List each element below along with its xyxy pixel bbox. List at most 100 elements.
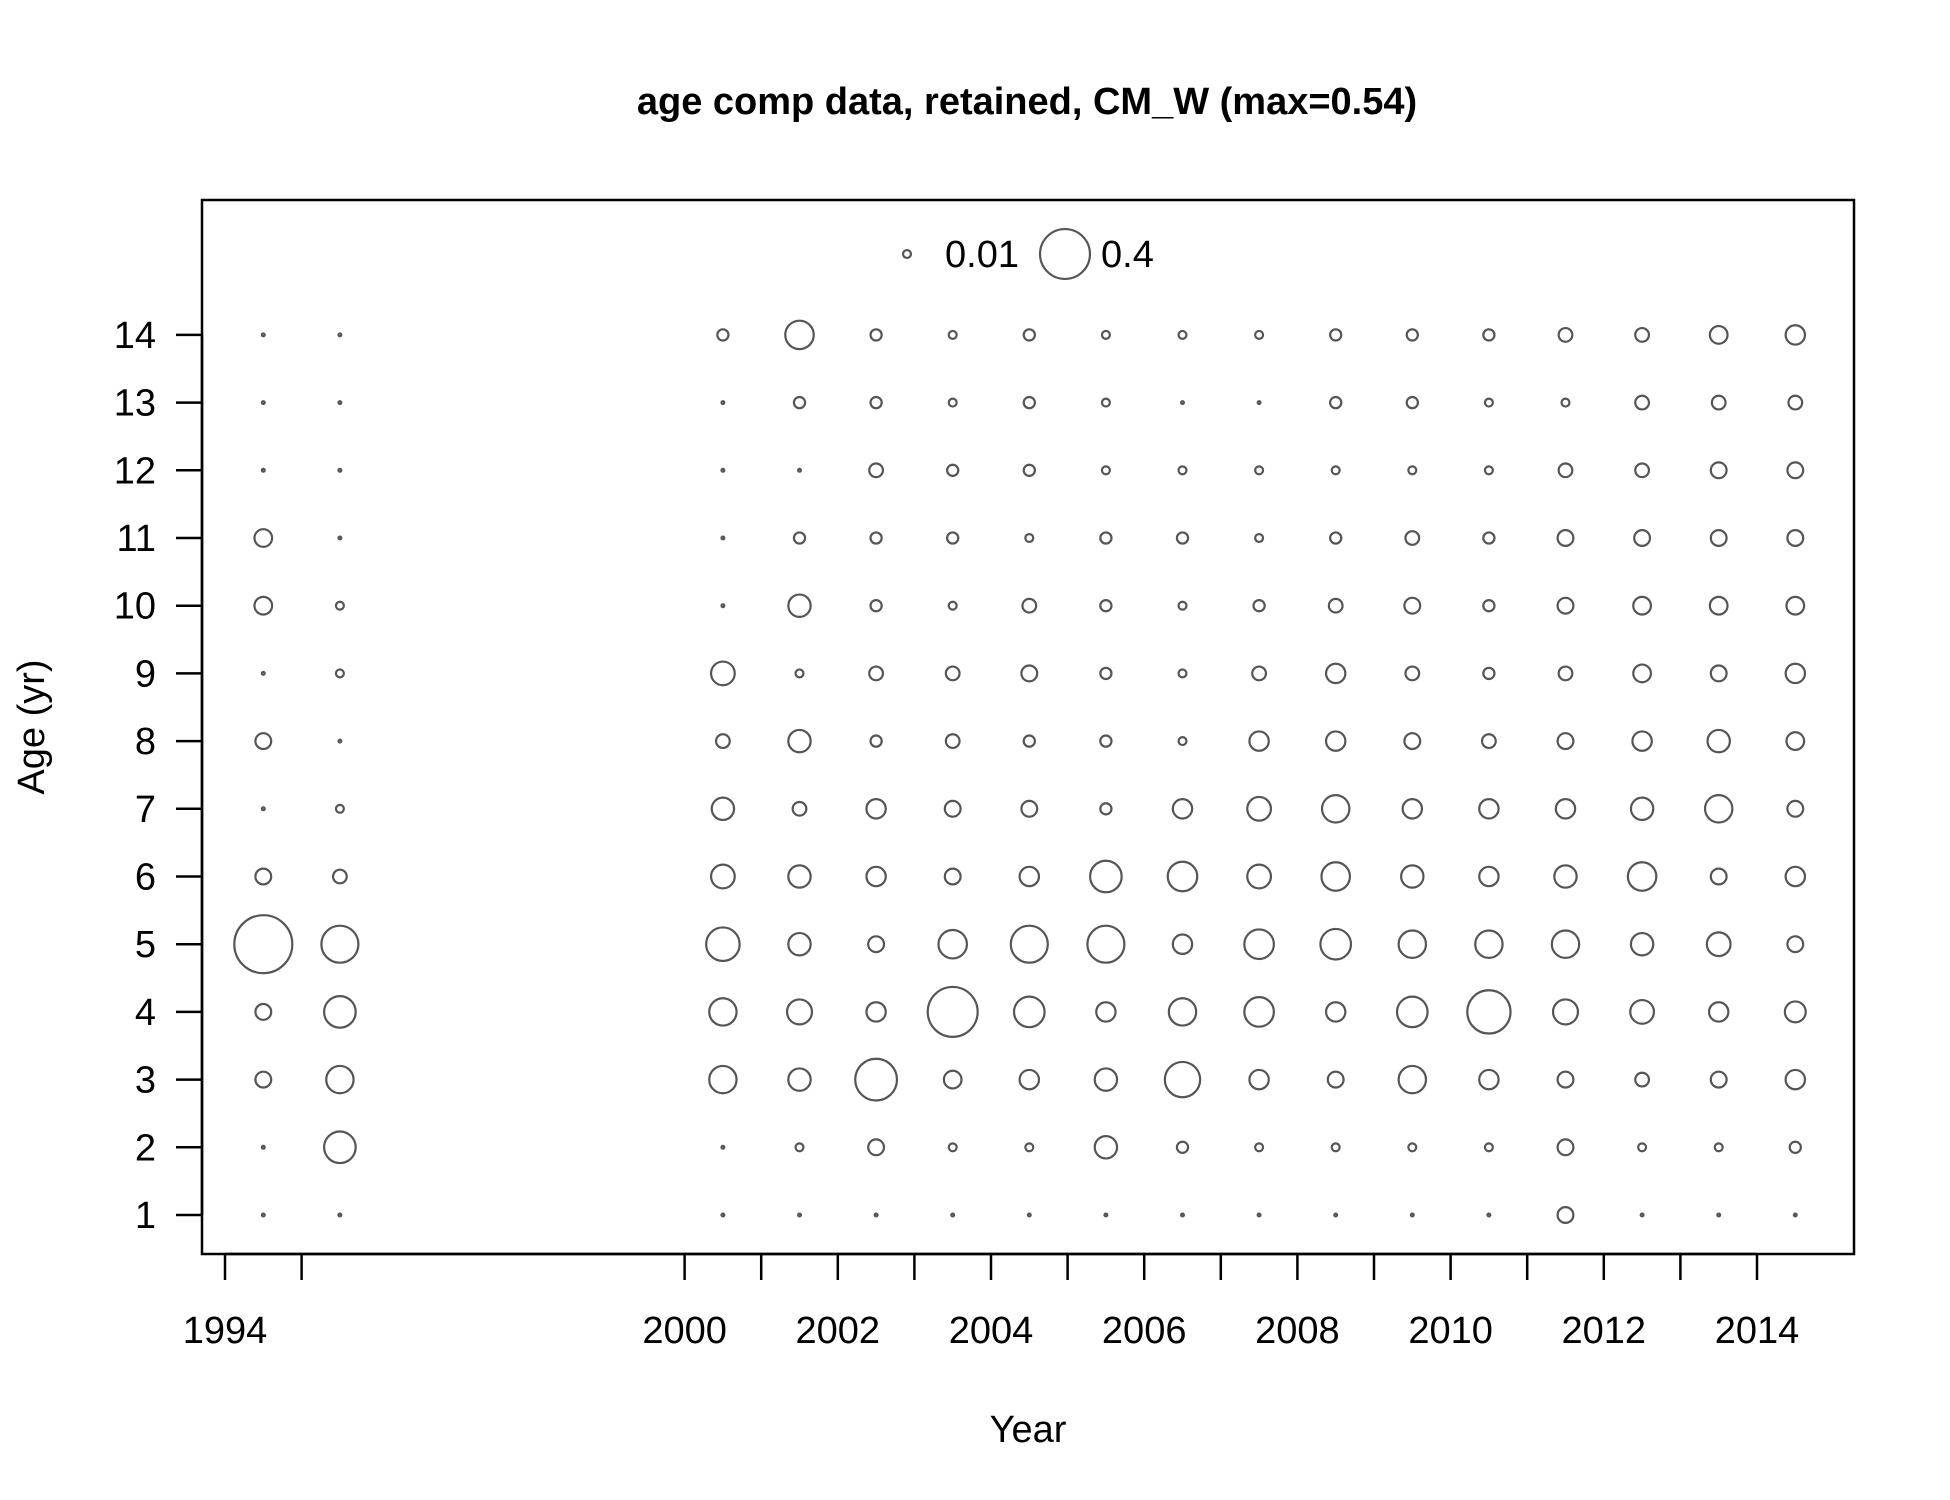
bubble-point: [1786, 461, 1805, 480]
bubble-point: [1404, 665, 1421, 682]
bubble-point: [1482, 599, 1496, 613]
bubble-point: [254, 1002, 273, 1021]
bubble-point: [944, 733, 961, 750]
bubble-point: [869, 599, 883, 613]
bubble-point: [323, 995, 357, 1029]
bubble-point: [1099, 666, 1113, 681]
bubble-point: [1486, 1212, 1492, 1218]
bubble-point: [1024, 1142, 1035, 1153]
bubble-point: [1629, 931, 1655, 957]
bubble-point: [720, 1144, 726, 1150]
bubble-point: [260, 1212, 266, 1218]
bubble-point: [1252, 599, 1266, 613]
bubble-point: [1093, 1135, 1119, 1160]
bubble-point: [944, 665, 961, 682]
bubble-point: [1708, 595, 1729, 616]
bubble-point: [1784, 324, 1807, 346]
bubble-point: [1482, 328, 1496, 342]
bubble-point: [1020, 799, 1039, 818]
bubble-point: [260, 332, 266, 338]
bubble-point: [1557, 665, 1574, 682]
bubble-point: [254, 732, 273, 751]
bubble-point: [1099, 734, 1113, 748]
bubble-point: [1099, 531, 1113, 545]
bubble-point: [1086, 924, 1126, 964]
bubble-point: [1099, 802, 1113, 816]
bubble-point: [792, 531, 807, 545]
bubble-point: [1556, 529, 1575, 547]
bubble-point: [1175, 531, 1190, 545]
bubble-point: [1093, 1067, 1119, 1092]
bubble-point: [1632, 595, 1653, 616]
bubble-point: [1403, 732, 1422, 751]
bubble-point: [1784, 1068, 1807, 1091]
bubble-point: [1629, 796, 1655, 822]
bubble-point: [1709, 867, 1728, 886]
bubble-point: [946, 463, 960, 477]
bubble-point: [1407, 465, 1418, 476]
bubble-point: [233, 914, 294, 975]
bubble-point: [865, 865, 887, 888]
bubble-point: [1330, 465, 1341, 476]
y-tick-label: 8: [135, 721, 156, 763]
bubble-point: [1012, 995, 1046, 1029]
bubble-point: [787, 864, 812, 889]
bubble-point: [1397, 1064, 1428, 1095]
bubble-point: [1022, 463, 1036, 477]
bubble-point: [1483, 465, 1494, 476]
bubble-point: [331, 868, 348, 885]
chart-title: age comp data, retained, CM_W (max=0.54): [637, 81, 1417, 123]
bubble-point: [1405, 328, 1419, 342]
bubble-point: [1633, 529, 1652, 547]
bubble-point: [937, 928, 969, 960]
bubble-point: [709, 660, 736, 687]
legend-label: 0.01: [945, 234, 1019, 276]
bubble-point: [1792, 1212, 1798, 1218]
bubble-point: [260, 467, 266, 473]
bubble-point: [794, 668, 805, 679]
bubble-point: [720, 603, 726, 609]
bubble-point: [1089, 859, 1123, 894]
bubble-point: [253, 595, 274, 616]
bubble-point: [1788, 1140, 1802, 1154]
bubble-point: [1100, 329, 1111, 340]
y-tick-label: 5: [135, 924, 156, 966]
x-tick-label: 2012: [1562, 1310, 1647, 1352]
bubble-point: [1787, 394, 1804, 411]
y-tick-label: 11: [117, 518, 156, 560]
bubble-point: [1556, 1070, 1575, 1089]
bubble-point: [1560, 397, 1571, 408]
bubble-point: [784, 319, 815, 351]
bubble-point: [1177, 668, 1188, 679]
bubble-point: [1709, 1070, 1728, 1089]
bubble-point: [1784, 865, 1807, 888]
bubble-point: [1175, 1140, 1190, 1154]
bubble-point: [337, 332, 343, 338]
bubble-point: [796, 1212, 802, 1218]
bubble-point: [1254, 465, 1265, 476]
bubble-point: [1466, 989, 1512, 1035]
bubble-point: [1018, 865, 1041, 888]
bubble-point: [1179, 1212, 1185, 1218]
bubble-point: [1482, 666, 1496, 681]
bubble-point: [1637, 1142, 1648, 1153]
bubble-point: [710, 796, 736, 822]
bubble-point: [1634, 1071, 1651, 1088]
bubble-point: [260, 1144, 266, 1150]
bubble-point: [1248, 1068, 1270, 1091]
bubble-point: [1395, 995, 1429, 1029]
bubble-point: [1254, 329, 1265, 340]
bubble-point: [1785, 595, 1806, 616]
bubble-point: [708, 1064, 738, 1095]
bubble-point: [337, 400, 343, 406]
bubble-point: [869, 531, 883, 545]
legend-bubble: [901, 248, 913, 260]
bubble-point: [926, 985, 979, 1038]
bubble-point: [260, 806, 266, 812]
bubble-point: [1409, 1212, 1415, 1218]
x-tick-label: 2006: [1102, 1310, 1187, 1352]
legend: 0.01 0.4: [901, 227, 1154, 281]
bubble-point: [709, 863, 736, 890]
